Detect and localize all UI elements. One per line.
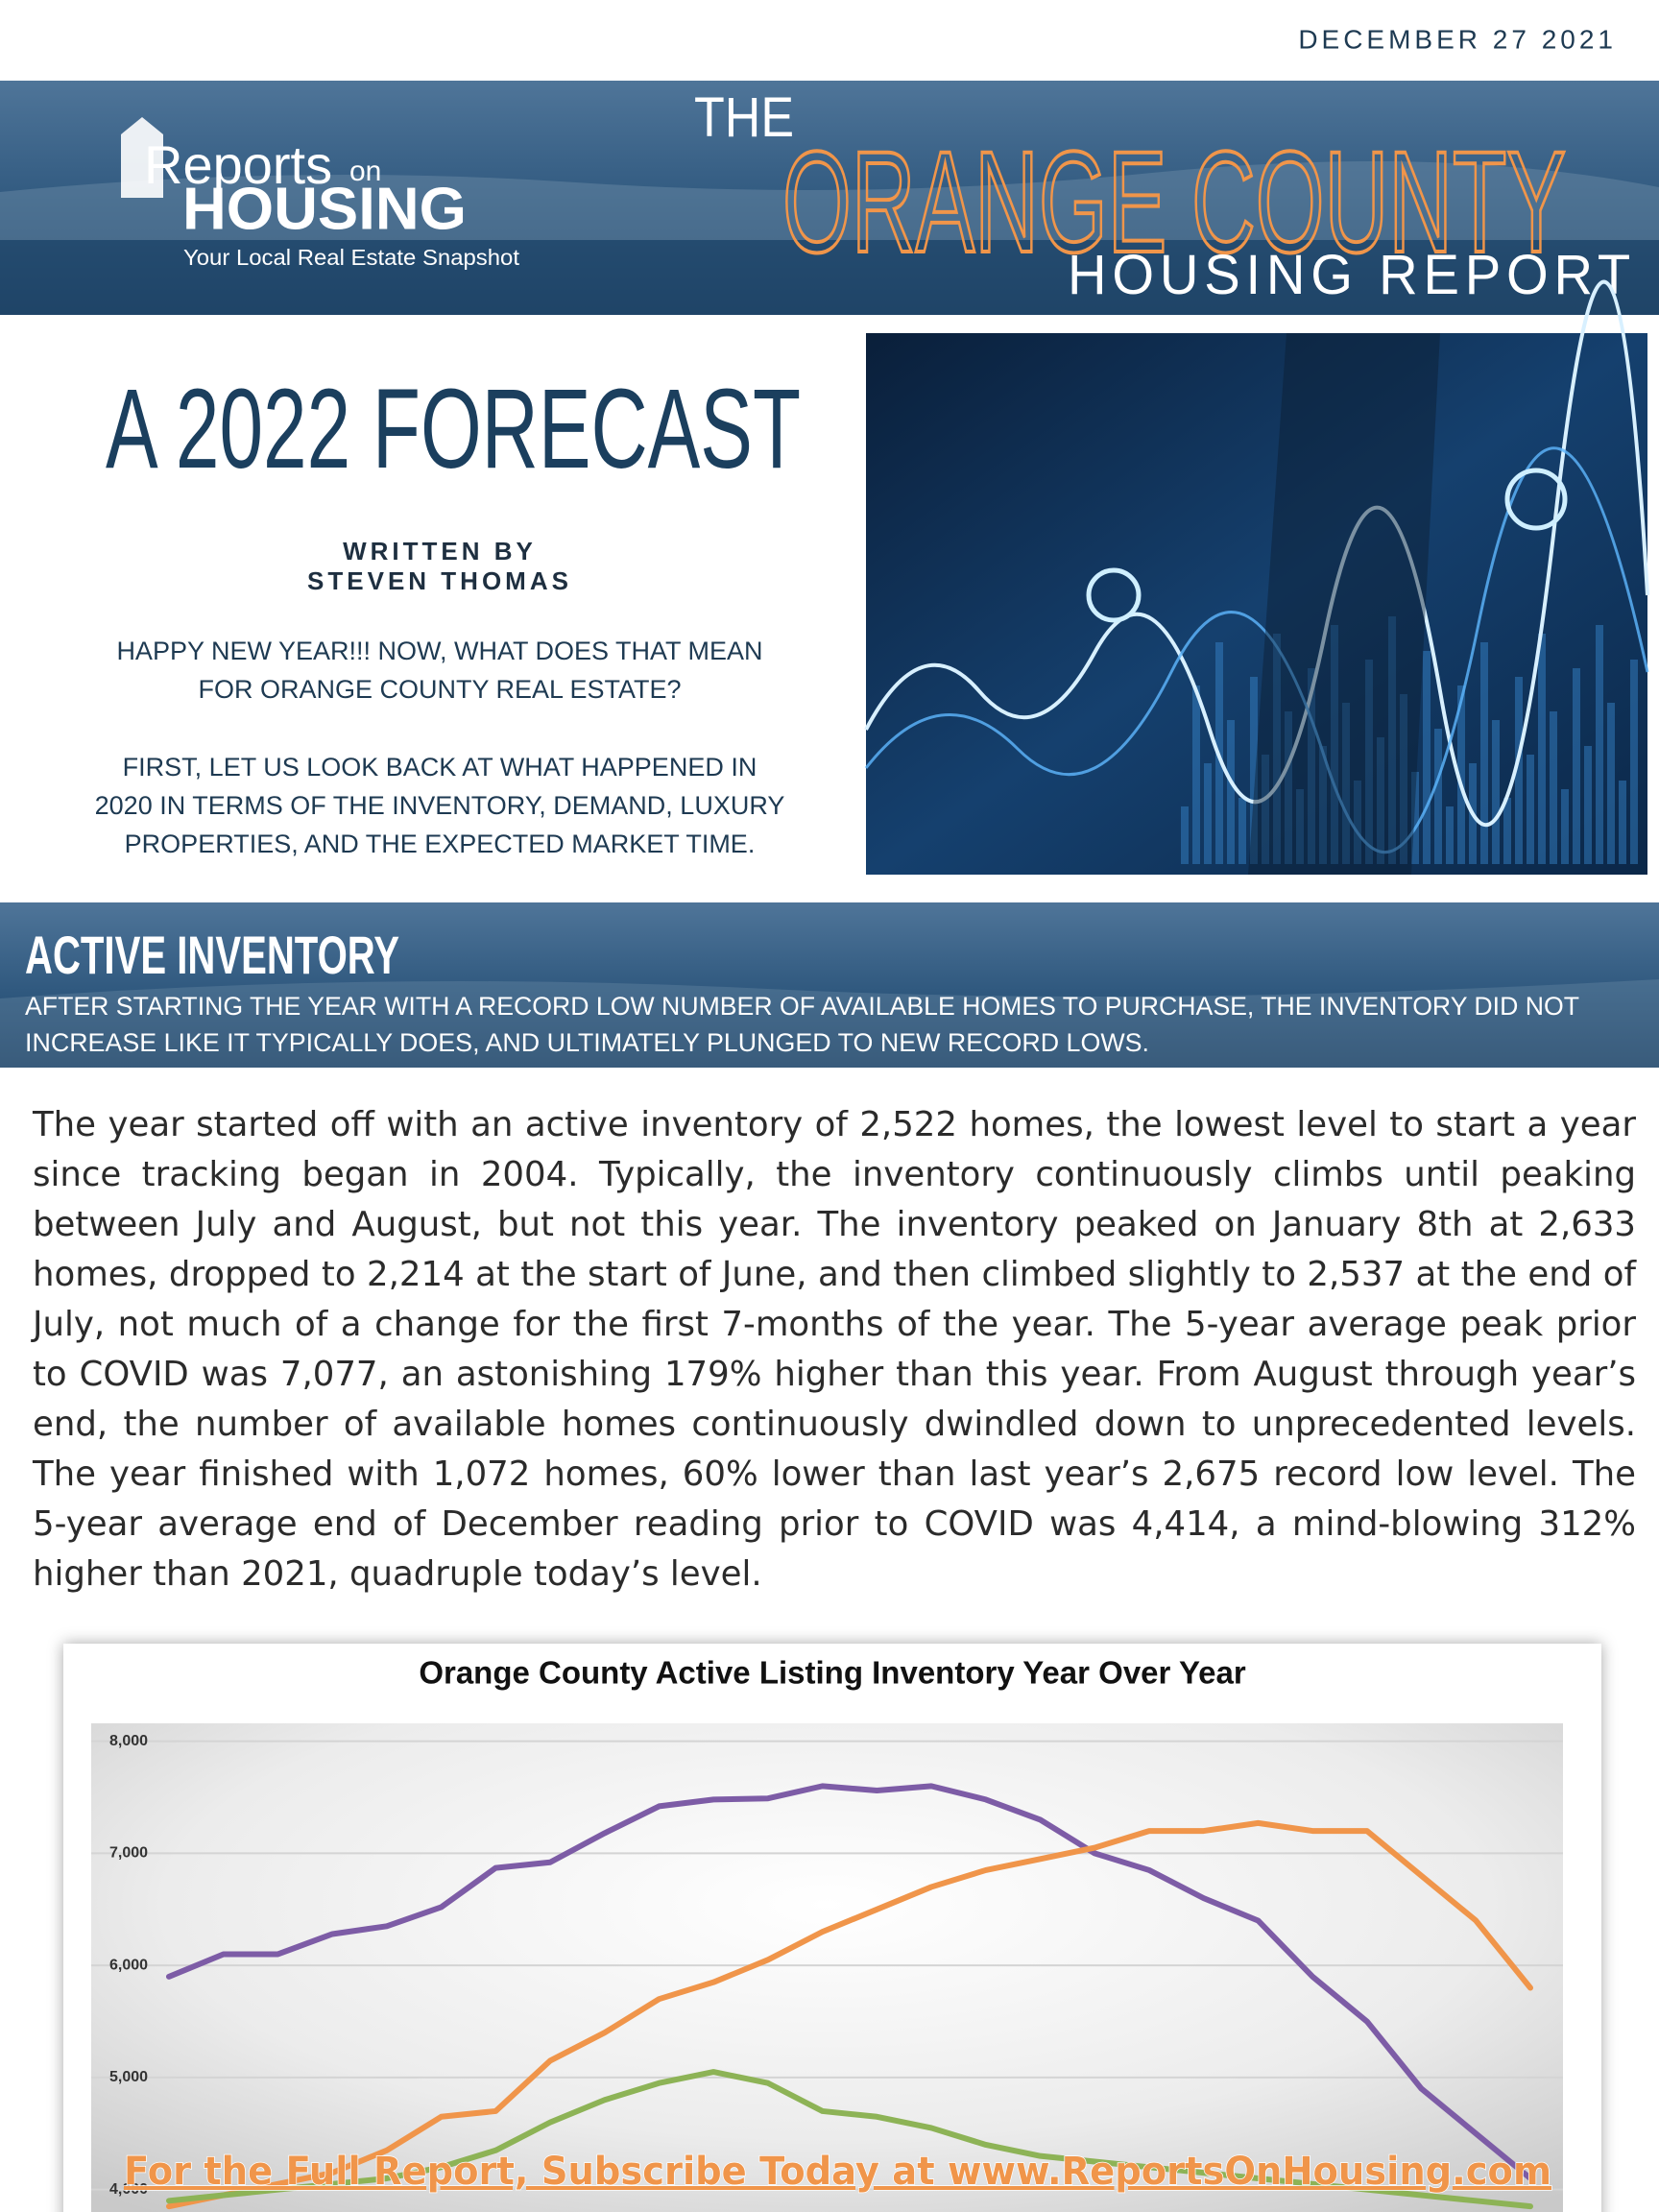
- section-subtitle: INCREASE LIKE IT TYPICALLY DOES, AND ULT…: [25, 1028, 1149, 1057]
- brand-on: on: [349, 156, 381, 187]
- photo: [864, 279, 1649, 875]
- y-tick-label: 7,000: [109, 1845, 148, 1862]
- photo-bar: [1354, 781, 1361, 864]
- intro-line: FOR ORANGE COUNTY REAL ESTATE?: [198, 675, 681, 704]
- photo-ring: [1504, 468, 1568, 531]
- photo-bar: [1457, 685, 1465, 864]
- photo-bar: [1204, 763, 1212, 864]
- photo-wave: [864, 279, 1649, 828]
- title-main: ORANGE COUNTY: [782, 121, 1566, 282]
- photo-bar: [1550, 711, 1557, 864]
- photo-bar: [1446, 806, 1454, 864]
- section-subtitle: AFTER STARTING THE YEAR WITH A RECORD LO…: [25, 992, 1579, 1021]
- photo-figure: [1248, 333, 1440, 875]
- body-text: The year started off with an active inve…: [33, 1105, 1636, 1594]
- intro-line: HAPPY NEW YEAR!!! NOW, WHAT DOES THAT ME…: [116, 637, 762, 665]
- logo-icon: [121, 117, 163, 198]
- photo-bar: [1584, 746, 1592, 864]
- chart-title: Orange County Active Listing Inventory Y…: [419, 1655, 1246, 1691]
- photo-bar: [1434, 729, 1442, 864]
- subscribe-link[interactable]: For the Full Report, Subscribe Today at …: [123, 2149, 1552, 2195]
- photo-bar: [1181, 806, 1189, 864]
- banner-hills: [0, 161, 1659, 240]
- photo-bar: [1527, 755, 1534, 864]
- banner-sea: [0, 240, 1659, 315]
- photo-ring: [1086, 567, 1142, 623]
- photo-bar: [1573, 668, 1580, 864]
- byline-label: WRITTEN BY: [343, 537, 537, 565]
- article-title: A 2022 FORECAST: [106, 366, 801, 493]
- photo-bar: [1400, 694, 1407, 864]
- photo-bar: [1365, 660, 1373, 864]
- photo-bar: [1538, 634, 1546, 864]
- y-tick-label: 8,000: [109, 1733, 148, 1749]
- photo-bar: [1377, 737, 1384, 864]
- series-line: [166, 1783, 1533, 2181]
- photo-bar: [1607, 703, 1615, 864]
- photo-bar: [1331, 625, 1338, 864]
- photo-bar: [1561, 789, 1569, 864]
- photo-bar: [1250, 677, 1258, 864]
- photo-bar: [1273, 634, 1281, 864]
- section-hills: [0, 979, 1659, 1068]
- photo-bar: [1503, 798, 1511, 864]
- section-title: ACTIVE INVENTORY: [25, 925, 399, 985]
- series-line: [166, 2069, 1533, 2210]
- photo-bar: [1238, 798, 1246, 864]
- photo-bar: [1296, 789, 1304, 864]
- chart: 4,000 5,000 6,000 7,000 8,000: [91, 1733, 1563, 2210]
- tagline: Your Local Real Estate Snapshot: [183, 245, 520, 270]
- photo-bar: [1308, 668, 1315, 864]
- photo-bar: [1515, 677, 1523, 864]
- photo-bar: [1630, 660, 1638, 864]
- photo-bar: [1596, 625, 1603, 864]
- section-banner: [0, 902, 1659, 1068]
- author: STEVEN THOMAS: [307, 566, 572, 595]
- brand-housing: HOUSING: [182, 176, 467, 242]
- photo-bar: [1319, 746, 1327, 864]
- y-tick-label: 6,000: [109, 1957, 148, 1973]
- y-tick-label: 5,000: [109, 2069, 148, 2085]
- photo-bar: [1227, 720, 1235, 864]
- date: DECEMBER 27 2021: [1298, 24, 1617, 54]
- logo: Reports on HOUSING Your Local Real Estat…: [121, 117, 520, 270]
- title-sub: HOUSING REPORT: [1068, 244, 1636, 306]
- photo-bg: [866, 333, 1647, 875]
- photo-bar: [1492, 720, 1500, 864]
- intro-line: 2020 IN TERMS OF THE INVENTORY, DEMAND, …: [95, 791, 785, 820]
- photo-bar: [1285, 711, 1292, 864]
- photo-bar: [1262, 755, 1269, 864]
- photo-bar: [1342, 703, 1350, 864]
- photo-bar: [1192, 685, 1200, 864]
- photo-bar: [1423, 651, 1431, 864]
- series-line: [166, 1819, 1533, 2210]
- title-the: THE: [694, 86, 794, 149]
- intro-line: PROPERTIES, AND THE EXPECTED MARKET TIME…: [125, 830, 756, 858]
- photo-bar: [1388, 616, 1396, 864]
- plot-area: [91, 1723, 1563, 2212]
- photo-bar: [1480, 642, 1488, 864]
- brand-reports: Reports: [144, 134, 332, 195]
- intro-line: FIRST, LET US LOOK BACK AT WHAT HAPPENED…: [123, 753, 757, 781]
- intro: HAPPY NEW YEAR!!! NOW, WHAT DOES THAT ME…: [95, 637, 785, 858]
- photo-bar: [1411, 772, 1419, 864]
- y-tick-label: 4,000: [109, 2181, 148, 2198]
- photo-wave: [864, 446, 1649, 854]
- photo-bar: [1619, 781, 1626, 864]
